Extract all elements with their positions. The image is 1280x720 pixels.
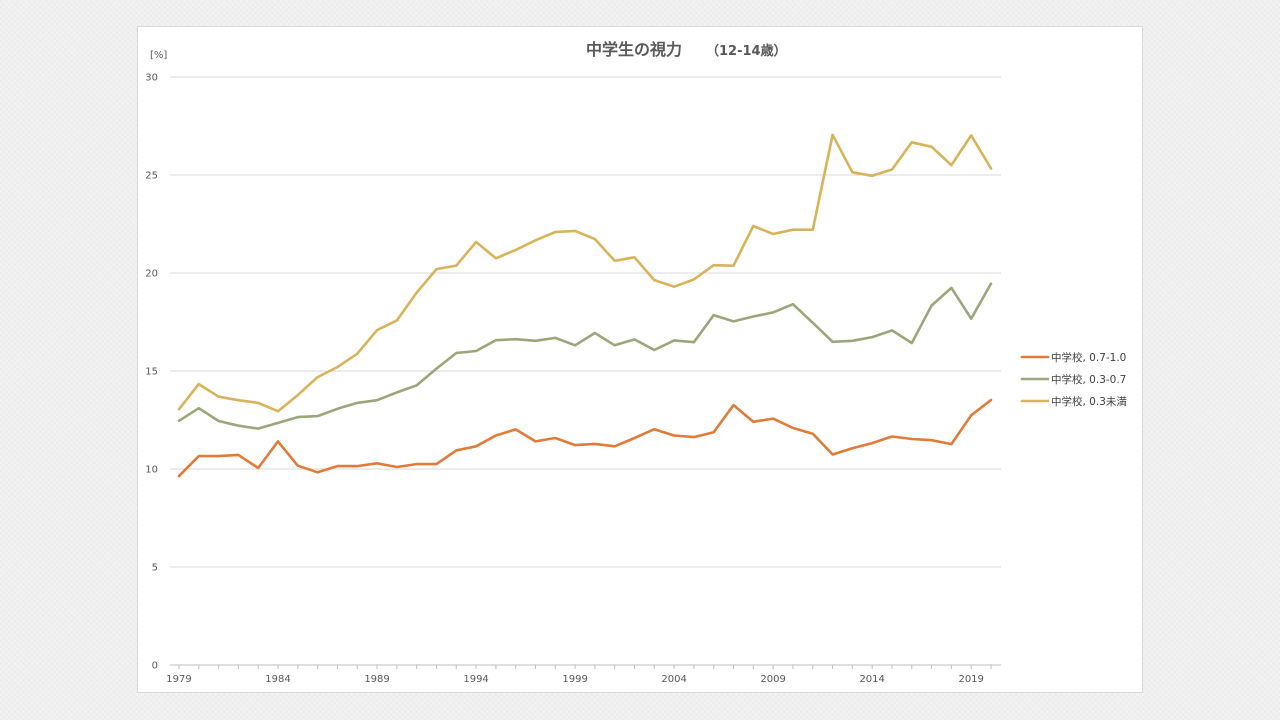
y-tick-label: 30 [145,73,158,84]
line-chart: 中学生の視力 （12-14歳） [%] 0 5 10 15 20 25 30 1979 1984… [145,40,1127,685]
legend-label-2: 中学校, 0.3-0.7 [1051,373,1126,386]
y-tick-label: 10 [145,465,158,476]
x-tick-label: 1999 [562,674,587,685]
legend-label-1: 中学校, 0.7-1.0 [1051,351,1126,364]
series-line-3 [177,133,993,413]
y-tick-label: 20 [145,269,158,280]
x-tick-label: 1984 [265,674,290,685]
chart-frame: 中学生の視力 （12-14歳） [%] 0 5 10 15 20 25 30 1979 1984… [137,26,1143,693]
chart-title: 中学生の視力 [586,40,682,59]
x-tick-label: 1989 [364,674,389,685]
series-line-2 [177,282,993,430]
x-tick-label: 1994 [463,674,488,685]
y-axis-label: [%] [150,50,167,61]
x-tick-label: 2009 [760,674,785,685]
x-tick-label: 1979 [166,674,191,685]
chart-subtitle: （12-14歳） [706,43,787,59]
x-tick-label: 2014 [859,674,884,685]
y-tick-label: 5 [152,563,158,574]
y-tick-label: 0 [152,661,158,672]
y-tick-label: 25 [145,171,158,182]
y-tick-label: 15 [145,367,158,378]
series-line-1 [177,398,993,478]
x-tick-label: 2019 [958,674,983,685]
x-tick-label: 2004 [661,674,686,685]
legend-label-3: 中学校, 0.3未満 [1051,395,1127,408]
